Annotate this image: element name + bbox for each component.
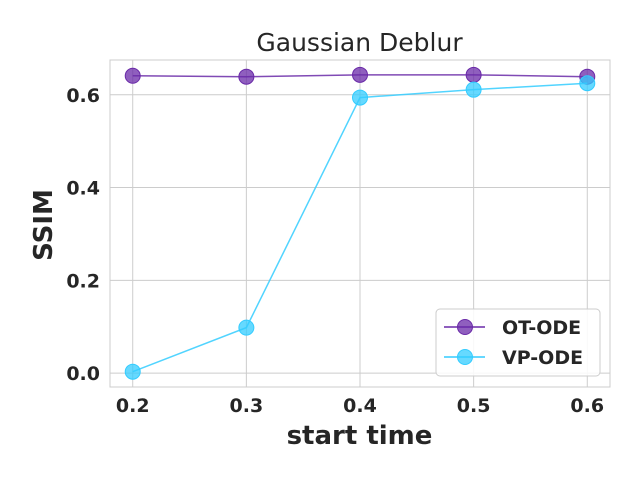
x-tick-label: 0.2 bbox=[116, 395, 150, 417]
data-point-vp-ode bbox=[579, 75, 596, 92]
y-tick-label: 0.2 bbox=[66, 270, 100, 292]
data-point-vp-ode bbox=[352, 89, 368, 106]
legend-label-ot-ode: OT-ODE bbox=[502, 317, 581, 339]
plot-frame bbox=[109, 59, 611, 388]
x-tick-label: 0.3 bbox=[230, 395, 264, 417]
data-point-vp-ode bbox=[465, 81, 482, 98]
data-point-ot-ode bbox=[465, 66, 482, 83]
legend-marker-ot-ode bbox=[457, 319, 473, 335]
data-point-ot-ode bbox=[124, 67, 141, 84]
series-vp-ode bbox=[124, 75, 596, 380]
y-tick-label: 0.0 bbox=[66, 363, 100, 385]
y-tick-label: 0.6 bbox=[66, 85, 100, 107]
x-tick-label: 0.5 bbox=[457, 395, 491, 417]
data-point-vp-ode bbox=[124, 363, 141, 380]
legend: OT-ODE VP-ODE bbox=[435, 308, 601, 377]
x-tick-label: 0.4 bbox=[343, 395, 377, 417]
series-layer bbox=[124, 66, 596, 380]
legend-label-vp-ode: VP-ODE bbox=[502, 347, 583, 369]
legend-marker-vp-ode bbox=[457, 349, 473, 365]
data-point-ot-ode bbox=[352, 66, 368, 83]
x-tick-label: 0.6 bbox=[570, 395, 604, 417]
legend-box bbox=[435, 308, 601, 377]
y-tick-label: 0.4 bbox=[66, 178, 100, 200]
tick-labels: 0.2 0.3 0.4 0.5 0.6 0.0 0.2 0.4 0.6 bbox=[66, 85, 604, 417]
series-ot-ode bbox=[124, 66, 596, 85]
data-point-vp-ode bbox=[238, 319, 255, 336]
x-axis-label: start time bbox=[287, 421, 433, 451]
y-axis-label: SSIM bbox=[29, 189, 59, 261]
chart-title: Gaussian Deblur bbox=[256, 28, 463, 57]
data-point-ot-ode bbox=[238, 68, 255, 85]
